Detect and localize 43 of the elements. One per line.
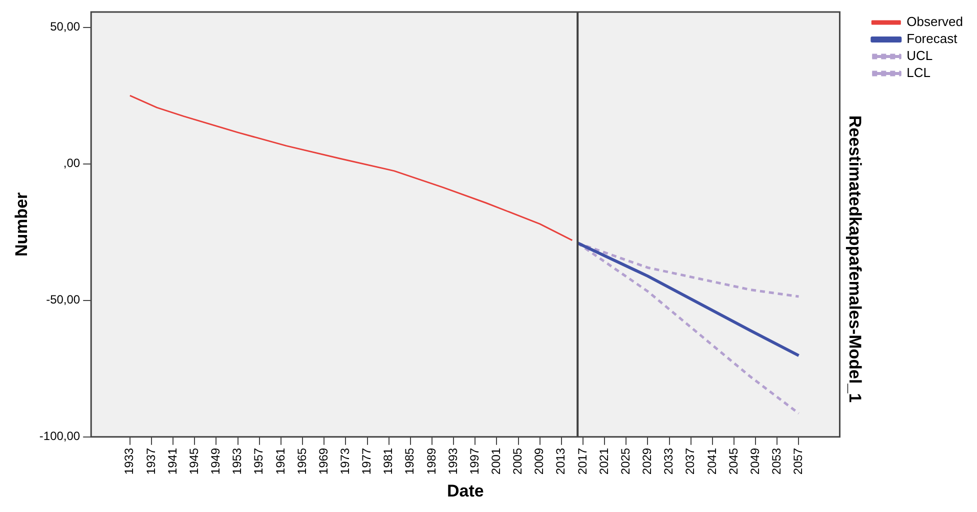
text: Reestimatedkappafemales-Model_1 [845, 115, 864, 403]
x-tick-label: 2009 [532, 448, 546, 475]
x-tick-label: 1953 [230, 448, 244, 475]
x-tick-label: 1937 [144, 448, 158, 475]
y-axis-title: Number [12, 192, 31, 257]
x-tick-label: 1997 [467, 448, 482, 475]
legend-label: Observed [906, 14, 964, 30]
x-tick-label: 2057 [791, 448, 806, 475]
x-tick-label: 2033 [662, 448, 676, 475]
x-tick-label: 1941 [165, 448, 180, 475]
x-tick-label: 1973 [338, 448, 352, 475]
x-tick-label: 1957 [252, 448, 266, 475]
x-tick-label: 1989 [424, 448, 438, 475]
x-tick-label: 1993 [446, 448, 460, 475]
y-tick-label: -50,00 [46, 292, 80, 307]
x-tick-label: 2005 [510, 448, 525, 475]
x-tick-label: 1985 [402, 448, 417, 475]
x-tick-label: 1933 [122, 448, 136, 475]
y-tick-label: 50,00 [50, 20, 80, 34]
x-tick-label: 1949 [208, 448, 223, 475]
x-tick-label: 2025 [618, 448, 632, 475]
x-tick-label: 2037 [683, 448, 698, 475]
x-tick-label: 1977 [360, 448, 374, 475]
x-tick-label: 1945 [186, 448, 201, 475]
x-tick-label: 2017 [575, 448, 590, 475]
x-tick-label: 2049 [748, 448, 762, 475]
x-tick-label: 2013 [554, 448, 568, 475]
x-tick-label: 1961 [273, 448, 288, 475]
x-tick-label: 1969 [316, 448, 330, 475]
x-tick-label: 2001 [489, 448, 504, 475]
legend-label: UCL [906, 48, 933, 64]
x-tick-label: 2041 [704, 448, 719, 475]
legend-label: LCL [906, 65, 930, 80]
x-axis-title: Date [446, 481, 484, 500]
y-tick-label: ,00 [63, 156, 80, 170]
x-tick-label: 1981 [381, 448, 396, 475]
x-tick-label: 2045 [726, 448, 740, 475]
y-tick-label: -100,00 [39, 429, 80, 444]
x-tick-label: 1965 [294, 448, 309, 475]
x-tick-label: 2053 [769, 448, 784, 475]
x-tick-label: 2029 [640, 448, 654, 475]
legend-label: Forecast [906, 31, 958, 46]
x-tick-label: 2021 [596, 448, 611, 475]
